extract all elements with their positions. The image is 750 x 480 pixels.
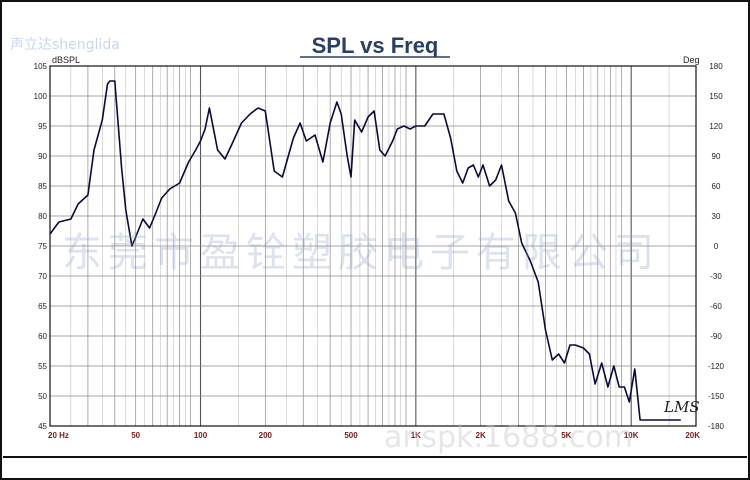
y-tick-label-right: -60 xyxy=(710,302,722,311)
y-tick-label-right: 180 xyxy=(709,62,723,71)
x-tick-label: 10K xyxy=(624,431,639,440)
x-tick-label: 500 xyxy=(344,431,358,440)
grid xyxy=(49,66,697,426)
x-tick-label: 1K xyxy=(411,431,421,440)
y-ticks-left: 105 100 95 90 85 80 75 70 65 60 55 50 45 xyxy=(34,62,48,431)
y-tick-label-right: 0 xyxy=(714,242,719,251)
y-tick-label-right: 60 xyxy=(712,182,721,191)
y-tick-label-left: 50 xyxy=(38,392,47,401)
watermark-url: anspk.1688.com xyxy=(384,420,633,455)
y-tick-label-right: -120 xyxy=(708,362,725,371)
y-tick-label-right: -150 xyxy=(708,392,725,401)
x-tick-label: 100 xyxy=(194,431,208,440)
signature-lms: LMS xyxy=(664,398,700,416)
y-tick-label-left: 45 xyxy=(38,422,47,431)
y-tick-label-right: 90 xyxy=(712,152,721,161)
y-tick-label-left: 80 xyxy=(38,212,47,221)
x-tick-label: 200 xyxy=(259,431,273,440)
y-tick-label-right: -30 xyxy=(710,272,722,281)
y-axis-label-left: dBSPL xyxy=(52,55,80,65)
x-tick-label: 5K xyxy=(561,431,571,440)
y-axis-label-right: Deg xyxy=(683,55,700,65)
y-tick-label-left: 65 xyxy=(38,302,47,311)
y-tick-label-left: 60 xyxy=(38,332,47,341)
y-tick-label-right: -90 xyxy=(710,332,722,341)
y-tick-label-left: 100 xyxy=(34,92,48,101)
watermark-brand: 声立达shenglida xyxy=(10,37,120,53)
spl-series-line xyxy=(49,80,681,421)
y-tick-label-right: 30 xyxy=(712,212,721,221)
y-tick-label-right: 120 xyxy=(709,122,723,131)
y-tick-label-left: 75 xyxy=(38,242,47,251)
y-tick-label-left: 90 xyxy=(38,152,47,161)
x-tick-label: 2K xyxy=(476,431,486,440)
y-ticks-right: 180 150 120 90 60 30 0 -30 -60 -90 -120 -150 -180 xyxy=(708,62,725,431)
plot-area-border xyxy=(49,65,697,427)
watermark-company: 东莞市盈铨塑胶电子有限公司 xyxy=(62,230,660,276)
y-tick-label-left: 105 xyxy=(34,62,48,71)
x-tick-label: 20 Hz xyxy=(48,431,69,440)
y-tick-label-left: 95 xyxy=(38,122,47,131)
x-tick-label: 20K xyxy=(685,431,700,440)
y-tick-label-left: 70 xyxy=(38,272,47,281)
y-tick-label-right: 150 xyxy=(709,92,723,101)
y-tick-label-left: 55 xyxy=(38,362,47,371)
chart-title: SPL vs Freq xyxy=(312,33,439,58)
x-tick-label: 50 xyxy=(131,431,140,440)
y-tick-label-left: 85 xyxy=(38,182,47,191)
y-tick-label-right: -180 xyxy=(708,422,725,431)
x-ticks: 20 Hz 50 100 200 500 1K 2K 5K 10K 20K xyxy=(48,431,700,440)
